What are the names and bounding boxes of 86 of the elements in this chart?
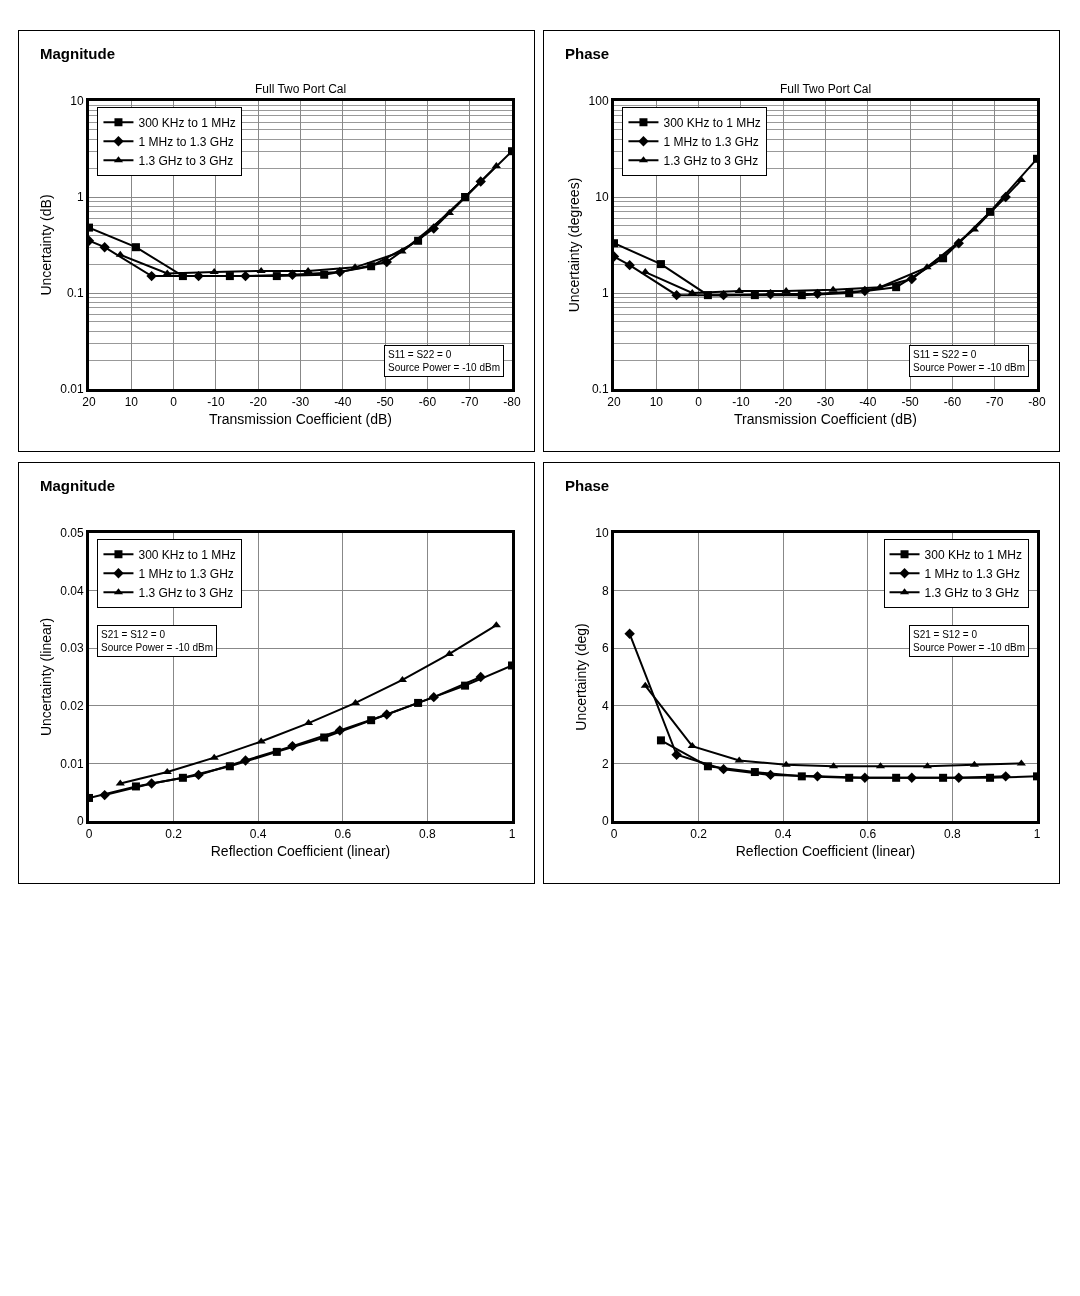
x-tick-label: -50 (376, 395, 395, 410)
legend-label: 1.3 GHz to 3 GHz (924, 585, 1020, 600)
annotation: S11 = S22 = 0 (388, 349, 452, 360)
legend-label: 300 KHz to 1 MHz (138, 115, 236, 130)
chart-title: Phase (565, 45, 610, 62)
annotation: Source Power = -10 dBm (913, 362, 1025, 373)
y-tick-label: 0.1 (591, 382, 609, 397)
chart-subtitle: Full Two Port Cal (780, 82, 872, 96)
legend-label: 1 MHz to 1.3 GHz (138, 134, 234, 149)
x-tick-label: -10 (732, 395, 750, 410)
legend-label: 1 MHz to 1.3 GHz (663, 134, 759, 149)
x-tick-label: -70 (461, 395, 479, 410)
y-tick-label: 0.1 (66, 286, 84, 301)
x-tick-label: -80 (503, 395, 521, 410)
x-tick-label: -10 (207, 395, 225, 410)
chart-title: Magnitude (40, 477, 115, 494)
x-tick-label: 0 (695, 395, 703, 410)
y-tick-label: 10 (595, 526, 609, 541)
annotation: Source Power = -10 dBm (388, 362, 500, 373)
legend-label: 1.3 GHz to 3 GHz (138, 153, 234, 168)
legend-label: 1.3 GHz to 3 GHz (663, 153, 759, 168)
x-tick-label: -70 (986, 395, 1004, 410)
legend-label: 1.3 GHz to 3 GHz (138, 585, 234, 600)
x-tick-label: -20 (774, 395, 793, 410)
x-axis-title: Reflection Coefficient (linear) (735, 842, 916, 859)
y-tick-label: 4 (601, 699, 609, 713)
x-tick-label: 20 (82, 395, 96, 410)
x-tick-label: -50 (901, 395, 920, 410)
annotation: Source Power = -10 dBm (913, 642, 1025, 653)
x-tick-label: 1 (508, 827, 516, 842)
x-tick-label: 0.4 (249, 827, 267, 842)
y-tick-label: 6 (601, 641, 609, 656)
y-tick-label: 100 (588, 94, 609, 109)
y-tick-label: 0.04 (60, 583, 84, 598)
x-tick-label: 10 (649, 395, 664, 410)
x-tick-label: -20 (249, 395, 268, 410)
legend-label: 1 MHz to 1.3 GHz (138, 566, 234, 581)
y-axis-title: Uncertainty (degrees) (566, 177, 583, 313)
x-axis-title: Reflection Coefficient (linear) (210, 842, 391, 859)
legend-label: 300 KHz to 1 MHz (663, 115, 761, 130)
x-tick-label: -40 (859, 395, 877, 410)
chart-title: Magnitude (40, 45, 115, 62)
y-tick-label: 0.01 (60, 756, 84, 771)
x-tick-label: 1 (1033, 827, 1041, 842)
x-tick-label: 0.2 (165, 827, 183, 842)
y-tick-label: 0.01 (60, 382, 84, 397)
y-tick-label: 1 (601, 286, 609, 301)
y-tick-label: 0.05 (60, 526, 84, 541)
x-tick-label: 10 (124, 395, 139, 410)
legend-label: 1 MHz to 1.3 GHz (924, 566, 1020, 581)
y-tick-label: 10 (70, 94, 84, 109)
y-tick-label: 0 (76, 814, 84, 829)
x-axis-title: Transmission Coefficient (dB) (209, 410, 392, 427)
x-tick-label: -80 (1028, 395, 1046, 410)
x-tick-label: -40 (334, 395, 352, 410)
annotation: S21 = S12 = 0 (101, 629, 166, 640)
legend-label: 300 KHz to 1 MHz (138, 547, 236, 562)
x-tick-label: 0.2 (690, 827, 708, 842)
x-tick-label: 0.8 (944, 827, 962, 842)
x-tick-label: -60 (418, 395, 437, 410)
legend-label: 300 KHz to 1 MHz (924, 547, 1022, 562)
annotation: S21 = S12 = 0 (913, 629, 978, 640)
x-tick-label: 20 (607, 395, 621, 410)
chart-subtitle: Full Two Port Cal (255, 82, 347, 96)
y-tick-label: 0 (601, 814, 609, 829)
annotation: S11 = S22 = 0 (913, 349, 977, 360)
y-axis-title: Uncertainty (linear) (37, 617, 54, 737)
x-tick-label: -30 (816, 395, 835, 410)
x-tick-label: 0.6 (334, 827, 352, 842)
x-tick-label: 0.6 (859, 827, 877, 842)
x-tick-label: 0 (170, 395, 178, 410)
annotation: Source Power = -10 dBm (101, 642, 213, 653)
chart-title: Phase (565, 477, 610, 494)
y-tick-label: 2 (601, 756, 609, 771)
x-axis-title: Transmission Coefficient (dB) (734, 410, 917, 427)
y-tick-label: 0.03 (60, 641, 84, 656)
x-tick-label: -60 (943, 395, 962, 410)
y-tick-label: 8 (601, 583, 609, 598)
y-tick-label: 0.02 (60, 699, 84, 713)
y-axis-title: Uncertainty (dB) (37, 194, 54, 296)
x-tick-label: -30 (291, 395, 310, 410)
x-tick-label: 0.8 (419, 827, 437, 842)
x-tick-label: 0.4 (774, 827, 792, 842)
y-tick-label: 1 (76, 190, 84, 205)
y-axis-title: Uncertainty (deg) (572, 623, 589, 731)
y-tick-label: 10 (595, 190, 609, 205)
